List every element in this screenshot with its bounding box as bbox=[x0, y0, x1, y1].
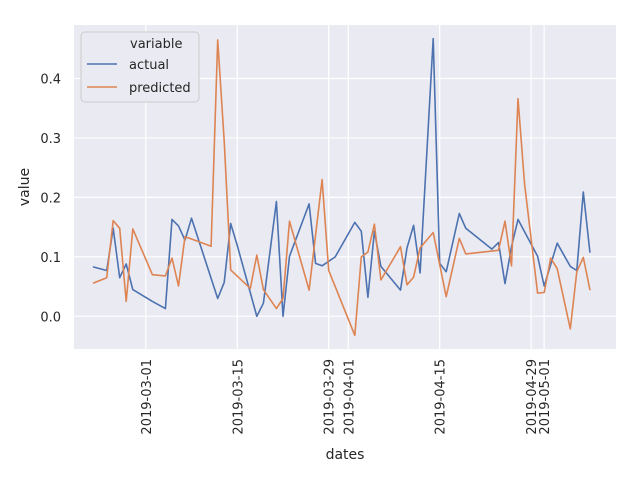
y-tick-label: 0.3 bbox=[40, 132, 61, 147]
grid-lines bbox=[74, 25, 616, 349]
legend-entry-actual: actual bbox=[129, 58, 169, 73]
x-tick-label: 2019-04-15 bbox=[434, 359, 449, 435]
y-axis-label: value bbox=[17, 168, 33, 206]
series-lines bbox=[92, 37, 591, 337]
x-tick-label: 2019-05-01 bbox=[538, 359, 553, 435]
x-tick-label: 2019-04-01 bbox=[342, 359, 357, 435]
series-line-predicted bbox=[92, 39, 591, 337]
tick-labels: 0.0 0.1 0.2 0.3 0.4 2019-03-01 2019-03-15 2019-… bbox=[40, 73, 553, 435]
x-axis-label: dates bbox=[326, 447, 365, 463]
x-tick-label: 2019-03-15 bbox=[231, 359, 246, 435]
legend-entry-predicted: predicted bbox=[129, 81, 191, 96]
x-tick-label: 2019-04-29 bbox=[525, 359, 540, 435]
legend: variable actual predicted bbox=[80, 31, 200, 103]
y-tick-label: 0.0 bbox=[40, 310, 61, 325]
x-tick-label: 2019-03-29 bbox=[323, 359, 338, 435]
x-tick-label: 2019-03-01 bbox=[140, 359, 155, 435]
series-line-actual bbox=[92, 37, 591, 318]
y-tick-label: 0.2 bbox=[40, 191, 61, 206]
legend-box bbox=[80, 31, 200, 103]
legend-title: variable bbox=[130, 37, 182, 52]
y-tick-label: 0.1 bbox=[40, 251, 61, 266]
y-tick-label: 0.4 bbox=[40, 73, 61, 88]
